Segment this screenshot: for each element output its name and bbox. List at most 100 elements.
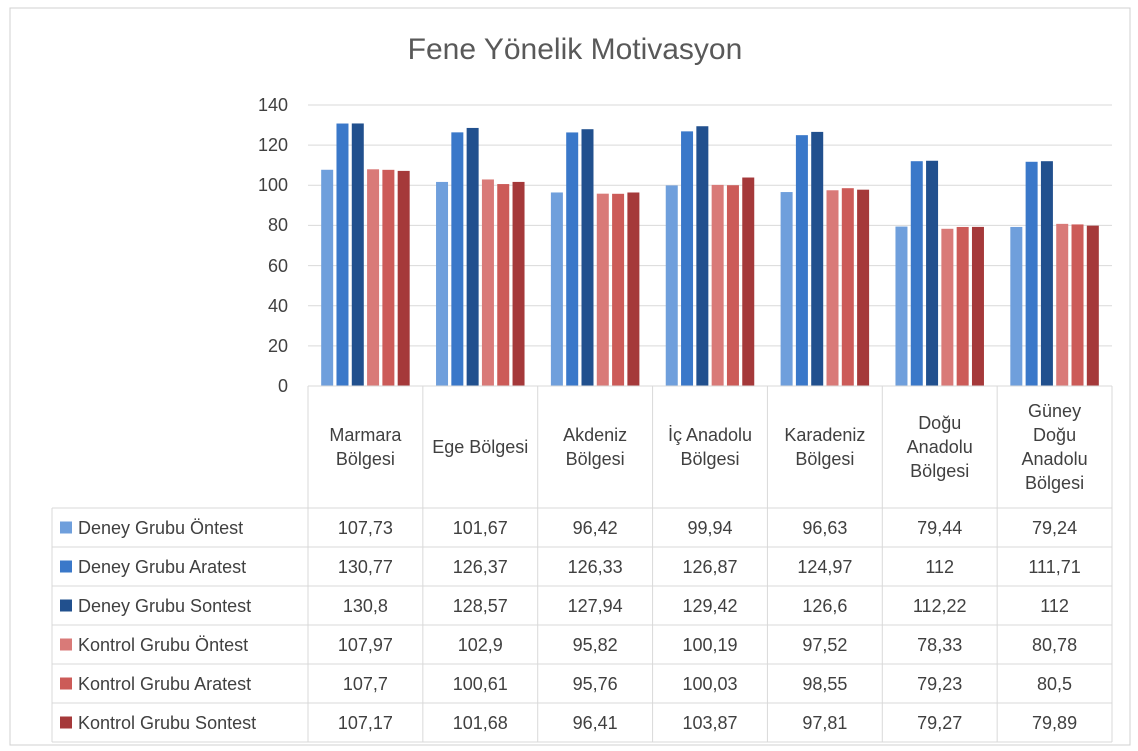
- y-tick-label: 60: [267, 255, 288, 276]
- category-label: Karadeniz Bölgesi: [784, 425, 866, 469]
- bar: [1010, 226, 1023, 386]
- table-value: 79,89: [1032, 712, 1078, 733]
- bar: [742, 177, 755, 386]
- table-value: 111,71: [1028, 556, 1081, 577]
- legend-swatch: [60, 716, 72, 729]
- bar: [811, 131, 824, 386]
- bar: [497, 184, 510, 386]
- table-value: 97,81: [802, 712, 848, 733]
- bar: [926, 160, 939, 386]
- table-value: 79,23: [917, 673, 963, 694]
- legend-swatch: [60, 560, 72, 573]
- bar: [711, 184, 724, 386]
- bar: [971, 226, 984, 386]
- y-tick-label: 120: [257, 135, 288, 156]
- table-value: 112,22: [912, 595, 967, 616]
- legend-swatch: [60, 599, 72, 612]
- table-value: 80,78: [1032, 634, 1078, 655]
- bar: [481, 179, 494, 386]
- category-label: Güney Doğu Anadolu Bölgesi: [1021, 401, 1088, 493]
- table-value: 79,27: [917, 712, 963, 733]
- table-value: 130,77: [337, 556, 393, 577]
- table-value: 129,42: [682, 595, 738, 616]
- bar: [581, 129, 594, 386]
- table-value: 126,6: [802, 595, 848, 616]
- table-value: 127,94: [567, 595, 623, 616]
- bar: [612, 193, 625, 386]
- table-value: 107,17: [337, 712, 393, 733]
- legend-swatch: [60, 521, 72, 534]
- bar: [1040, 161, 1053, 386]
- bar: [566, 132, 579, 386]
- bar: [596, 193, 609, 386]
- table-value: 102,9: [457, 634, 503, 655]
- bar: [857, 189, 870, 386]
- legend-label: Deney Grubu Aratest: [78, 556, 247, 577]
- table-value: 124,97: [797, 556, 853, 577]
- bar: [795, 135, 808, 386]
- bar: [1086, 225, 1099, 386]
- table-value: 96,63: [802, 517, 848, 538]
- table-value: 95,76: [572, 673, 618, 694]
- bar: [1056, 223, 1069, 386]
- y-tick-label: 80: [267, 215, 288, 236]
- legend-label: Deney Grubu Sontest: [78, 595, 252, 616]
- table-value: 100,19: [682, 634, 738, 655]
- table-value: 112: [925, 556, 955, 577]
- bar: [436, 181, 449, 386]
- table-value: 80,5: [1037, 673, 1073, 694]
- y-tick-label: 20: [267, 335, 288, 356]
- bar: [726, 185, 739, 386]
- legend-swatch: [60, 638, 72, 651]
- bar: [451, 132, 464, 386]
- table-value: 96,41: [572, 712, 618, 733]
- y-tick-label: 140: [257, 95, 288, 115]
- category-label: İç Anadolu Bölgesi: [667, 425, 753, 469]
- table-value: 78,33: [917, 634, 963, 655]
- bar: [696, 126, 709, 387]
- table-value: 100,03: [682, 673, 738, 694]
- table-value: 96,42: [572, 517, 618, 538]
- table-value: 126,87: [682, 556, 738, 577]
- table-value: 126,37: [452, 556, 508, 577]
- chart-border: [9, 7, 1131, 746]
- bar: [1025, 161, 1038, 386]
- bar: [826, 190, 839, 386]
- bar: [665, 185, 678, 386]
- table-value: 101,67: [452, 517, 508, 538]
- bar: [336, 123, 349, 386]
- category-label: Ege Bölgesi: [432, 437, 529, 457]
- table-value: 97,52: [802, 634, 848, 655]
- table-value: 130,8: [342, 595, 388, 616]
- chart-title: Fene Yönelik Motivasyon: [407, 33, 743, 66]
- table-value: 98,55: [802, 673, 848, 694]
- bar: [367, 169, 380, 386]
- table-value: 79,24: [1032, 517, 1078, 538]
- table-value: 99,94: [687, 517, 733, 538]
- bar: [1071, 224, 1084, 386]
- bar: [956, 226, 969, 386]
- table-value: 128,57: [452, 595, 508, 616]
- table-value: 107,73: [337, 517, 393, 538]
- table-value: 107,97: [337, 634, 393, 655]
- table-value: 107,7: [342, 673, 388, 694]
- bar: [550, 192, 563, 386]
- y-tick-label: 40: [267, 295, 288, 316]
- bar: [895, 226, 908, 386]
- category-label: Akdeniz Bölgesi: [563, 425, 628, 469]
- legend-label: Kontrol Grubu Öntest: [78, 634, 249, 655]
- table-value: 126,33: [567, 556, 623, 577]
- table-value: 103,87: [682, 712, 738, 733]
- y-tick-label: 100: [257, 175, 288, 196]
- bar: [941, 228, 954, 386]
- legend-label: Deney Grubu Öntest: [78, 517, 244, 538]
- category-label: Doğu Anadolu Bölgesi: [906, 413, 973, 481]
- bar: [351, 123, 364, 387]
- bar: [382, 169, 395, 386]
- table-value: 95,82: [572, 634, 618, 655]
- legend-label: Kontrol Grubu Sontest: [78, 712, 257, 733]
- bar: [397, 170, 410, 386]
- bar: [321, 169, 334, 386]
- table-value: 100,61: [452, 673, 508, 694]
